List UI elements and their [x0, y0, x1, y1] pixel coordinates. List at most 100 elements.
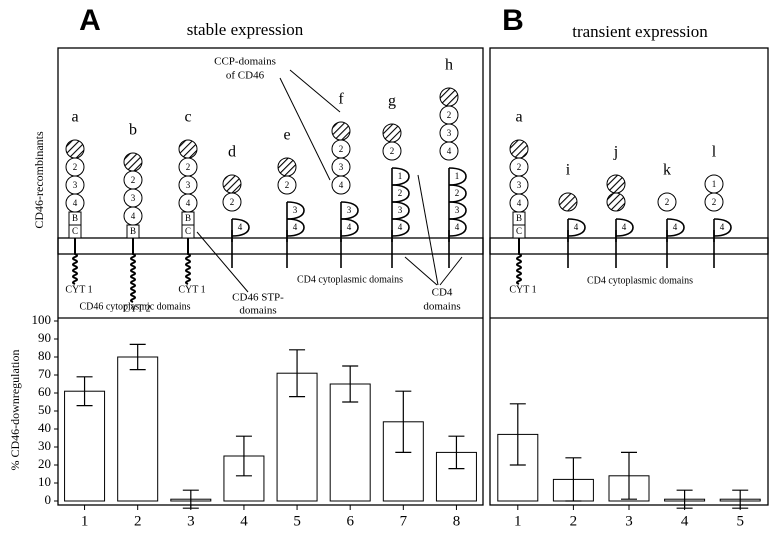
x-tick-label: 5	[293, 513, 301, 529]
domain-label: 3	[73, 180, 78, 190]
x-tick-label: 3	[625, 513, 633, 529]
note: CD4 cytoplasmic domains	[587, 275, 693, 286]
construct-label: l	[712, 144, 717, 161]
tail-label: CYT 1	[178, 284, 205, 295]
error-bar	[448, 435, 465, 470]
y-tick-label: 80	[38, 348, 51, 363]
error-bar	[235, 435, 252, 477]
ccp-domain	[65, 139, 85, 159]
cd4-domain	[567, 218, 586, 237]
ccp-domain	[558, 192, 578, 212]
domain-label: 3	[293, 205, 298, 215]
y-axis-label: % CD46-downregulation	[8, 350, 22, 471]
ccp-domain	[439, 87, 459, 107]
note: of CD46	[226, 70, 265, 82]
domain-label: 1	[398, 171, 403, 181]
domain-label: 3	[347, 205, 352, 215]
x-tick-label: 3	[187, 513, 195, 529]
ccp-domain	[382, 123, 402, 143]
construct-label: e	[283, 127, 290, 144]
cd4-domain	[286, 218, 305, 237]
cd4-domain	[391, 167, 410, 186]
y-tick-label: 20	[38, 456, 51, 471]
bar	[329, 383, 371, 502]
domain-label: 1	[712, 179, 717, 189]
ccp-domain	[606, 192, 626, 212]
cd4-domain	[713, 218, 732, 237]
error-bar	[395, 390, 412, 453]
domain-label: 4	[447, 146, 452, 156]
domain-label: B	[185, 213, 191, 223]
construct-label: g	[388, 93, 396, 110]
construct-label: a	[515, 109, 522, 126]
domain-label: C	[185, 226, 191, 236]
domain-label: 4	[574, 222, 579, 232]
y-tick-label: 40	[38, 420, 51, 435]
note: domains	[423, 301, 460, 313]
domain-label: C	[516, 226, 522, 236]
domain-label: 2	[230, 197, 235, 207]
domain-label: 2	[455, 188, 460, 198]
cd4-domain	[286, 201, 305, 220]
panel-title: transient expression	[572, 22, 708, 41]
x-tick-label: 4	[240, 513, 248, 529]
domain-label: 2	[665, 197, 670, 207]
domain-label: 4	[238, 222, 243, 232]
note: CD46 cytoplasmic domains	[79, 301, 190, 312]
y-tick-label: 60	[38, 384, 51, 399]
domain-label: 4	[186, 198, 191, 208]
construct-label: b	[129, 122, 137, 139]
domain-label: 2	[517, 162, 522, 172]
construct-label: d	[228, 144, 236, 161]
cytoplasmic-tail	[185, 238, 191, 285]
panel-letter: A	[79, 4, 101, 37]
domain-label: 4	[73, 198, 78, 208]
y-tick-label: 30	[38, 438, 51, 453]
error-bar	[76, 376, 93, 407]
x-tick-label: 1	[81, 513, 89, 529]
domain-label: C	[72, 226, 78, 236]
cd4-domain	[231, 218, 250, 237]
cd4-domain	[448, 167, 467, 186]
domain-label: B	[130, 226, 136, 236]
y-tick-label: 50	[38, 402, 51, 417]
ccp-domain	[657, 192, 677, 212]
note: CD4	[432, 287, 453, 299]
y-tick-label: 70	[38, 366, 51, 381]
cytoplasmic-tail	[72, 238, 78, 285]
domain-label: 2	[398, 188, 403, 198]
domain-label: 4	[622, 222, 627, 232]
domain-label: 4	[339, 180, 344, 190]
domain-label: 3	[455, 205, 460, 215]
x-tick-label: 5	[736, 513, 744, 529]
domain-label: 2	[131, 175, 136, 185]
ccp-domain	[331, 121, 351, 141]
cd4-domain	[391, 218, 410, 237]
construct-label: j	[613, 144, 618, 161]
construct-label: c	[184, 109, 191, 126]
cd4-domain	[340, 201, 359, 220]
x-tick-label: 7	[400, 513, 408, 529]
tail-label: CYT 1	[509, 284, 536, 295]
domain-label: 2	[73, 162, 78, 172]
x-tick-label: 6	[346, 513, 354, 529]
cd4-domain	[340, 218, 359, 237]
x-tick-label: 8	[453, 513, 461, 529]
domain-label: B	[72, 213, 78, 223]
domain-label: 3	[131, 193, 136, 203]
x-tick-label: 2	[134, 513, 142, 529]
ccp-domain	[222, 174, 242, 194]
y-tick-label: 90	[38, 330, 51, 345]
construct-label: a	[71, 109, 78, 126]
domain-label: 3	[447, 128, 452, 138]
note: CCP-domains	[214, 56, 276, 68]
error-bar	[289, 349, 306, 398]
error-bar	[509, 403, 526, 466]
x-tick-label: 2	[570, 513, 578, 529]
ccp-domain	[509, 139, 529, 159]
domain-label: 3	[186, 180, 191, 190]
tail-label: CYT 1	[65, 284, 92, 295]
cytoplasmic-tail	[516, 238, 522, 285]
ccp-domain	[123, 152, 143, 172]
domain-label: 4	[455, 222, 460, 232]
